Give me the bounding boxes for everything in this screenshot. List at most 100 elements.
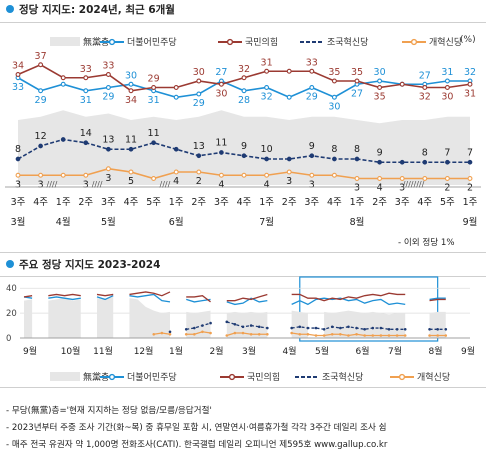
bottom-month-label: 10월 xyxy=(61,345,81,357)
bottom-point-reform xyxy=(257,332,261,336)
top-data-label-rebuilding: 13 xyxy=(193,141,205,152)
top-point-democratic xyxy=(60,81,66,87)
bottom-legend-item-rebuilding: 조국혁신당 xyxy=(295,370,363,383)
top-data-label-rebuilding: 8 xyxy=(331,144,337,155)
middle-divider xyxy=(0,252,486,253)
top-data-label-rebuilding: 11 xyxy=(125,134,137,145)
top-data-label-rebuilding: 13 xyxy=(102,134,114,145)
top-point-reform xyxy=(467,176,473,181)
legend-label: 더불어민주당 xyxy=(127,373,177,383)
bottom-point-reform xyxy=(160,331,164,335)
top-point-ppp xyxy=(218,81,224,87)
bottom-area-nonpartisan xyxy=(429,311,446,338)
bottom-point-rebuilding xyxy=(209,321,212,325)
bottom-line-ppp xyxy=(226,293,268,302)
bottom-point-reform xyxy=(209,331,212,335)
top-data-label-rebuilding: 8 xyxy=(354,144,360,155)
top-legend-item-ppp: 국민의힘 xyxy=(218,35,278,48)
bottom-point-rebuilding xyxy=(298,325,302,329)
bottom-legend-item-reform: 개혁신당 xyxy=(390,370,450,383)
top-point-ppp xyxy=(196,78,202,84)
top-point-rebuilding xyxy=(106,146,111,152)
top-data-label-rebuilding: 7 xyxy=(444,147,450,158)
bottom-line-ppp xyxy=(96,293,114,297)
bottom-month-label: 1월 xyxy=(169,345,183,357)
top-data-label-reform: 3 xyxy=(399,183,405,194)
top-point-reform xyxy=(331,172,337,178)
bottom-area-nonpartisan xyxy=(24,299,33,338)
top-data-label-rebuilding: 9 xyxy=(309,141,315,152)
bottom-line-democratic xyxy=(129,293,171,303)
top-break-mark: //////// xyxy=(403,180,425,189)
top-point-reform xyxy=(151,176,157,181)
bottom-line-reform xyxy=(186,331,211,335)
legend-label: 개혁신당 xyxy=(417,373,451,383)
top-divider xyxy=(0,22,486,23)
bottom-month-label: 5월 xyxy=(315,345,329,357)
top-point-rebuilding xyxy=(286,156,292,162)
top-point-reform xyxy=(218,172,224,178)
top-point-reform xyxy=(173,169,179,175)
footnote-3: - 매주 전국 유권자 약 1,000명 전화조사(CATI). 한국갤럽 데일… xyxy=(6,440,388,450)
top-data-label-reform: 3 xyxy=(105,173,111,184)
top-legend-item-democratic: 더불어민주당 xyxy=(100,35,177,48)
top-data-label-ppp: 33 xyxy=(102,61,114,72)
bottom-y-tick-label: 40 xyxy=(6,284,17,294)
top-point-rebuilding xyxy=(309,153,315,159)
top-week-label: 2주 xyxy=(372,197,387,208)
legend-line-swatch-icon xyxy=(390,373,414,380)
top-data-label-rebuilding: 10 xyxy=(261,144,273,155)
other-party-note: - 이외 정당 1% xyxy=(398,238,455,248)
top-data-label-democratic: 32 xyxy=(261,92,273,103)
footnote-1: - 무당(無黨)층='현재 지지하는 정당 없음/모름/응답거절' xyxy=(6,406,212,416)
top-point-ppp xyxy=(354,78,360,84)
top-point-ppp xyxy=(331,78,337,84)
bottom-point-rebuilding xyxy=(403,327,407,331)
top-point-democratic xyxy=(377,78,383,84)
top-month-label: 3월 xyxy=(11,216,26,228)
top-data-label-ppp: 32 xyxy=(419,92,431,103)
bottom-line-ppp xyxy=(48,293,81,297)
top-week-label: 2주 xyxy=(191,197,206,208)
top-data-label-democratic: 27 xyxy=(419,70,431,81)
top-point-democratic xyxy=(264,85,270,90)
top-point-rebuilding xyxy=(377,159,382,165)
top-week-label: 2주 xyxy=(78,197,93,208)
top-point-ppp xyxy=(173,85,179,90)
top-point-reform xyxy=(309,172,315,178)
top-legend-item-reform: 개혁신당 xyxy=(402,35,462,48)
top-point-reform xyxy=(83,172,89,178)
bottom-chart-title: 주요 정당 지지도 2023-2024 xyxy=(6,257,160,272)
top-week-label: 5주 xyxy=(146,197,161,208)
top-week-label: 4주 xyxy=(327,197,342,208)
top-data-label-ppp: 32 xyxy=(238,64,250,75)
bottom-point-reform xyxy=(395,334,399,337)
top-point-rebuilding xyxy=(38,143,43,149)
top-data-label-reform: 3 xyxy=(354,183,360,194)
legend-label: 無黨층 xyxy=(83,373,110,383)
top-break-mark: //// xyxy=(92,180,103,189)
top-data-label-rebuilding: 11 xyxy=(215,138,227,149)
bottom-line-democratic xyxy=(186,298,211,303)
top-data-label-reform: 3 xyxy=(15,179,21,190)
legend-label: 개혁신당 xyxy=(429,38,463,48)
legend-label: 조국혁신당 xyxy=(327,38,369,48)
top-data-label-ppp: 35 xyxy=(351,67,363,78)
bottom-line-rebuilding xyxy=(186,322,211,330)
top-point-rebuilding xyxy=(264,156,269,162)
top-data-label-ppp: 30 xyxy=(215,88,227,99)
top-data-label-reform: 3 xyxy=(83,179,89,190)
bottom-point-rebuilding xyxy=(168,330,172,334)
legend-label: 국민의힘 xyxy=(245,38,279,48)
bottom-point-rebuilding xyxy=(428,327,431,331)
top-data-label-reform: 2 xyxy=(196,176,202,187)
bottom-line-democratic xyxy=(429,297,446,301)
top-point-reform xyxy=(354,176,360,181)
bottom-point-rebuilding xyxy=(225,320,229,324)
legend-line-swatch-icon xyxy=(100,38,124,45)
top-point-rebuilding xyxy=(445,159,450,165)
bottom-area-nonpartisan xyxy=(291,310,308,338)
top-month-label: 6월 xyxy=(169,216,184,228)
top-data-label-reform: 4 xyxy=(173,176,179,187)
top-data-label-reform: 3 xyxy=(309,179,315,190)
